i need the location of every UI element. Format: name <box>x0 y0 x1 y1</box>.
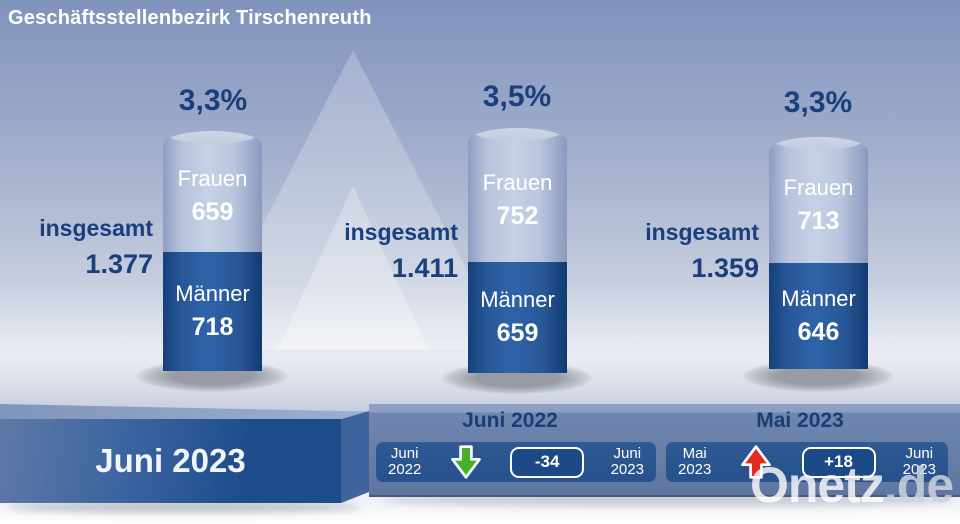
watermark-main: Onetz <box>750 457 885 513</box>
segment-value: 659 <box>191 198 234 226</box>
delta-badge-negative: -34 <box>510 446 585 478</box>
banner-shadow <box>6 501 361 513</box>
panel-shadow <box>380 494 955 506</box>
comparison-to-label: Juni 2023 <box>902 444 936 479</box>
to-line1: Juni <box>613 444 642 462</box>
arrow-down-icon <box>448 444 484 480</box>
to-line2: 2023 <box>610 461 644 478</box>
comparison-bar-juni-2022: Juni 2022 -34 Juni 2023 <box>376 442 656 482</box>
rate-label-col3: 3,3% <box>783 86 853 119</box>
bar-segment-frauen-col2: Frauen 752 <box>468 128 567 262</box>
total-block-col3: insgesamt 1.359 <box>627 219 759 284</box>
bar-segment-maenner-col3: Männer 646 <box>769 263 868 369</box>
current-month-label: Juni 2023 <box>95 442 246 479</box>
segment-value: 659 <box>496 319 539 347</box>
delta-badge-positive: +18 <box>801 446 876 478</box>
segment-label: Frauen <box>482 169 553 195</box>
stacked-bar-col1: Frauen 659 Männer 718 <box>163 131 262 371</box>
rate-label-col1: 3,3% <box>178 84 248 117</box>
to-line2: 2023 <box>902 461 936 478</box>
to-line1: Juni <box>905 444 934 462</box>
from-line2: 2023 <box>678 461 712 478</box>
total-value-col1: 1.377 <box>85 249 153 279</box>
bar-top-cap <box>163 131 262 144</box>
total-value-col3: 1.359 <box>691 253 759 283</box>
rate-label-col2: 3,5% <box>482 80 552 113</box>
total-label-col2: insgesamt <box>344 219 458 245</box>
segment-label: Frauen <box>177 166 248 191</box>
bar-segment-maenner-col1: Männer 718 <box>163 252 262 371</box>
bar-top-cap <box>468 128 567 141</box>
comparison-header-mai-2023: Mai 2023 <box>756 409 844 432</box>
from-line1: Juni <box>390 444 419 462</box>
segment-value: 718 <box>191 313 234 341</box>
banner-3d-end <box>341 411 369 503</box>
from-line1: Mai <box>682 444 707 462</box>
total-block-col2: insgesamt 1.411 <box>326 219 458 284</box>
watermark-suffix: .de <box>883 457 954 513</box>
bar-segment-maenner-col2: Männer 659 <box>468 262 567 373</box>
arrow-up-icon <box>738 444 774 480</box>
segment-label: Frauen <box>783 174 854 200</box>
segment-label: Männer <box>175 281 250 306</box>
segment-label: Männer <box>781 285 856 311</box>
segment-label: Männer <box>480 287 555 312</box>
comparison-from-label: Juni 2022 <box>388 444 422 479</box>
total-label-col1: insgesamt <box>39 215 153 241</box>
total-block-col1: insgesamt 1.377 <box>21 215 153 280</box>
bar-segment-frauen-col1: Frauen 659 <box>163 131 262 252</box>
bar-top-cap <box>769 137 868 150</box>
comparison-to-label: Juni 2023 <box>610 444 644 479</box>
page-title: Geschäftsstellenbezirk Tirschenreuth <box>8 7 372 29</box>
segment-value: 713 <box>797 206 840 235</box>
total-label-col3: insgesamt <box>645 219 759 245</box>
stacked-bar-col3: Frauen 713 Männer 646 <box>769 137 868 369</box>
segment-value: 646 <box>797 317 840 346</box>
bar-segment-frauen-col3: Frauen 713 <box>769 137 868 263</box>
comparison-bar-mai-2023: Mai 2023 +18 Juni 2023 <box>666 442 948 482</box>
onetz-watermark: Onetz.de <box>750 457 954 513</box>
comparison-from-label: Mai 2023 <box>678 444 712 479</box>
comparison-header-juni-2022: Juni 2022 <box>462 409 558 432</box>
total-value-col2: 1.411 <box>391 253 458 283</box>
segment-value: 752 <box>496 201 539 230</box>
from-line2: 2022 <box>388 461 422 478</box>
stacked-bar-col2: Frauen 752 Männer 659 <box>468 128 567 373</box>
current-month-banner: Juni 2023 <box>0 419 341 503</box>
